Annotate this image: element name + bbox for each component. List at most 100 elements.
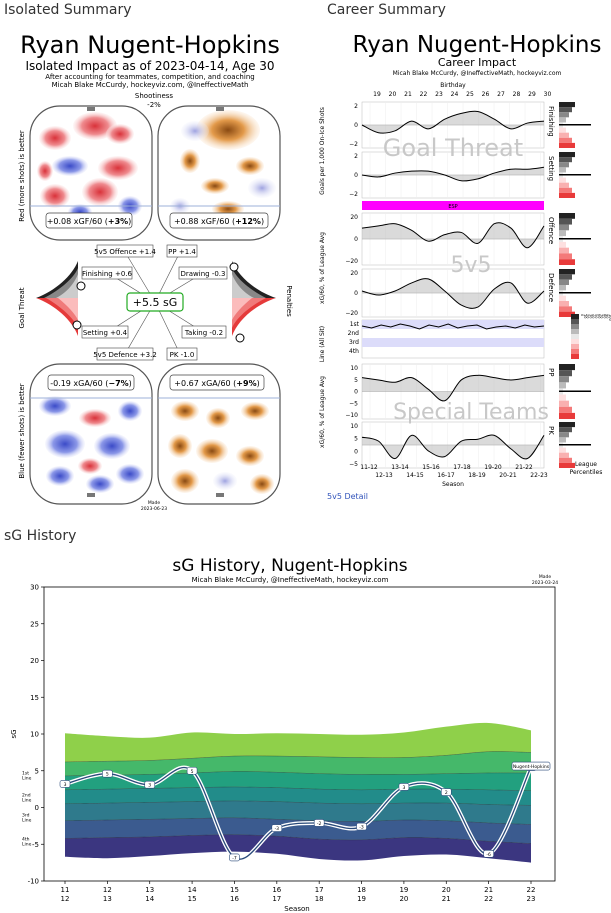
history-band-label: 4th (22, 837, 30, 843)
penalties-axis-label: Penalties (285, 285, 293, 317)
made-date: 2023-06-23 (141, 506, 167, 512)
penalties-distribution (229, 261, 276, 343)
made-label: Made (148, 500, 160, 506)
career-panel-offence: 20 0 −20 Offence (345, 212, 591, 266)
career-ytick: 10 (350, 423, 358, 430)
history-band-label: 3rd (22, 812, 30, 818)
history-xtick: 16 (272, 886, 281, 894)
career-panel-label: Offence (547, 217, 555, 244)
detail-link-5v5[interactable]: 5v5 Detail (327, 492, 369, 501)
history-point: 3 (59, 780, 71, 788)
history-xtick: 20 (399, 895, 408, 903)
birthday-tick: 22 (420, 91, 428, 98)
ylabel-xg-st: xG/60, % of League Avg (319, 376, 326, 448)
season-tick: 19-20 (484, 464, 502, 471)
blue-better-axis-label: Blue (fewer shots) is better (18, 383, 26, 478)
career-ytick: 10 (350, 365, 358, 372)
history-ytick: 5 (35, 767, 39, 775)
section-isolated-summary: Isolated Summary (4, 2, 132, 18)
ylabel-xg: xG/60, % of League Avg (319, 232, 326, 304)
career-ytick: −2 (349, 141, 358, 148)
history-point: 2 (440, 788, 452, 796)
history-band-label: 2nd (22, 792, 31, 798)
career-ytick: 0 (354, 122, 358, 129)
history-point-label: 2 (445, 790, 448, 796)
history-xtick: 13 (145, 886, 154, 894)
history-band-label: 1st (22, 770, 29, 776)
career-ytick: 0 (354, 448, 358, 455)
career-ytick: 0 (354, 172, 358, 179)
history-point: 3 (398, 783, 410, 791)
history-ytick: -10 (28, 878, 39, 886)
career-panel-label: PK (547, 426, 555, 435)
history-ylabel: sG (10, 729, 18, 738)
birthday-tick: 30 (544, 91, 552, 98)
history-point-label: -2 (317, 821, 322, 827)
history-xtick: 11 (61, 886, 70, 894)
watermark-5v5: 5v5 (450, 253, 491, 278)
defence-right-value: +0.67 xGA/60 (+9%) (174, 379, 259, 388)
watermark-goal-threat: Goal Threat (383, 134, 523, 162)
legend-tick: 80 (602, 314, 606, 318)
history-point: -2 (313, 819, 325, 827)
history-ytick: 25 (30, 620, 39, 628)
history-xtick: 12 (61, 895, 70, 903)
history-band (65, 817, 531, 844)
offence-heatmap-left (30, 106, 152, 240)
history-made-label: Made (539, 574, 551, 580)
career-player-name: Ryan Nugent-Hopkins (353, 32, 602, 58)
career-ytick: −5 (349, 461, 358, 468)
history-ytick: 10 (30, 731, 39, 739)
career-ytick: 0 (354, 389, 358, 396)
career-credit: Micah Blake McCurdy, @IneffectiveMath, h… (393, 70, 562, 77)
career-ytick: 2 (354, 153, 358, 160)
legend-tick: 10 (583, 314, 587, 318)
birthday-tick: 20 (389, 91, 397, 98)
history-ytick: 30 (30, 584, 39, 592)
history-xtick: 23 (527, 895, 536, 903)
career-ytick: 20 (350, 214, 358, 221)
ylabel-goals: Goals per 1,000 On-Ice Shots (319, 107, 326, 195)
history-band (65, 722, 531, 762)
birthday-label: Birthday (440, 82, 466, 89)
career-summary-chart: Ryan Nugent-Hopkins Career Impact Micah … (319, 32, 611, 488)
history-point-label: 3 (402, 785, 405, 791)
history-subtitle: Micah Blake McCurdy, @IneffectiveMath, h… (192, 576, 389, 584)
season-tick: 20-21 (499, 472, 517, 479)
career-ytick: 0 (354, 290, 358, 297)
career-ytick: −20 (345, 310, 358, 317)
section-sg-history: sG History (4, 528, 77, 544)
career-panel-pp: 10 5 0 −5 −10 PP (345, 363, 591, 420)
history-point: 5 (186, 766, 198, 775)
drawing-label: Drawing -0.3 (181, 270, 226, 278)
career-ytick: −20 (345, 258, 358, 265)
season-tick: 18-19 (468, 472, 486, 479)
history-band-boundary (64, 817, 532, 825)
season-tick: 11-12 (360, 464, 378, 471)
history-point-label: 3 (148, 783, 151, 789)
isolated-credit: Micah Blake McCurdy, hockeyviz.com, @Ine… (52, 81, 249, 89)
history-point-label: -3 (359, 825, 364, 831)
history-ytick: 0 (35, 804, 39, 812)
isolated-summary-chart: Ryan Nugent-Hopkins Isolated Impact as o… (18, 31, 293, 512)
line-tick: 4th (349, 348, 359, 355)
ylabel-line: Line (All Sit) (319, 326, 326, 362)
birthday-tick: 28 (513, 91, 521, 98)
goal-threat-axis-label: Goal Threat (18, 287, 26, 328)
history-band-label: Line (22, 775, 32, 781)
line-tick: 2nd (348, 330, 360, 337)
pp-label: PP +1.4 (168, 248, 196, 256)
career-ytick: −10 (345, 412, 358, 419)
goal-threat-distribution (36, 261, 86, 336)
season-tick: 12-13 (375, 472, 393, 479)
history-ytick: 15 (30, 694, 39, 702)
offence-5v5-label: 5v5 Offence +1.4 (94, 248, 156, 256)
legend-tick: 40 (591, 314, 595, 318)
shootiness-value: -2% (147, 101, 161, 109)
history-xtick: 14 (145, 895, 154, 903)
total-sg-value: +5.5 sG (133, 296, 177, 309)
legend-subtitle: Percentiles (570, 469, 603, 476)
shootiness-label: Shootiness (135, 92, 174, 100)
pk-label: PK -1.0 (170, 351, 195, 359)
